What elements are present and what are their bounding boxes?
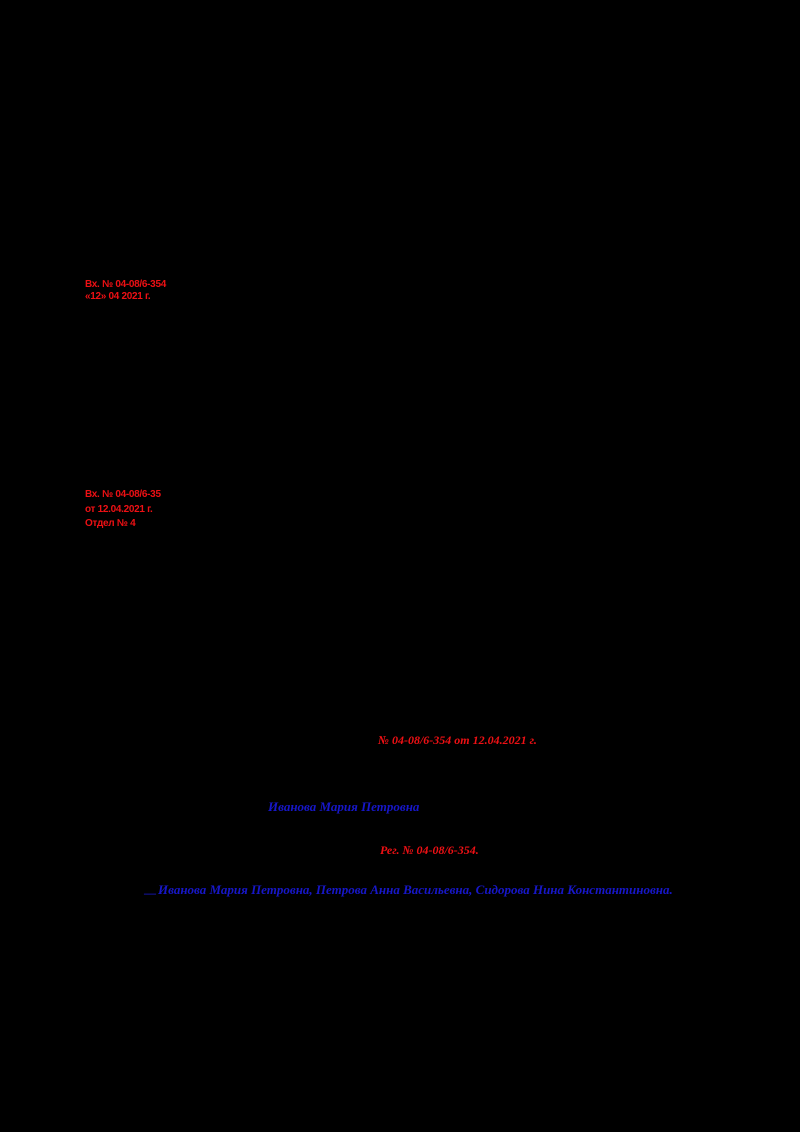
handwritten-signatures-field: Иванова Мария Петровна, Петрова Анна Вас… — [158, 882, 673, 897]
reference-number-field: Рег. № 04-08/6-354. — [380, 843, 479, 857]
stamp-text-line: от 12.04.2021 г. — [85, 503, 153, 515]
stamp-text-line: Вх. № 04-08/6-354 — [85, 279, 166, 290]
stamp-text-line: Отдел № 4 — [85, 518, 136, 529]
secondary-registration-stamp: Вх. № 04-08/6-35 от 12.04.2021 г. Отдел … — [85, 488, 161, 532]
incoming-registration-stamp: Вх. № 04-08/6-354 «12» 04 2021 г. — [85, 279, 166, 302]
handwritten-name-field: Иванова Мария Петровна — [268, 799, 420, 814]
document-number-field: № 04-08/6-354 от 12.04.2021 г. — [378, 733, 537, 747]
stamp-text-line: Вх. № 04-08/6-35 — [85, 489, 161, 500]
stamp-text-line: «12» 04 2021 г. — [85, 290, 151, 302]
signature-line-dash: — — [144, 886, 156, 900]
